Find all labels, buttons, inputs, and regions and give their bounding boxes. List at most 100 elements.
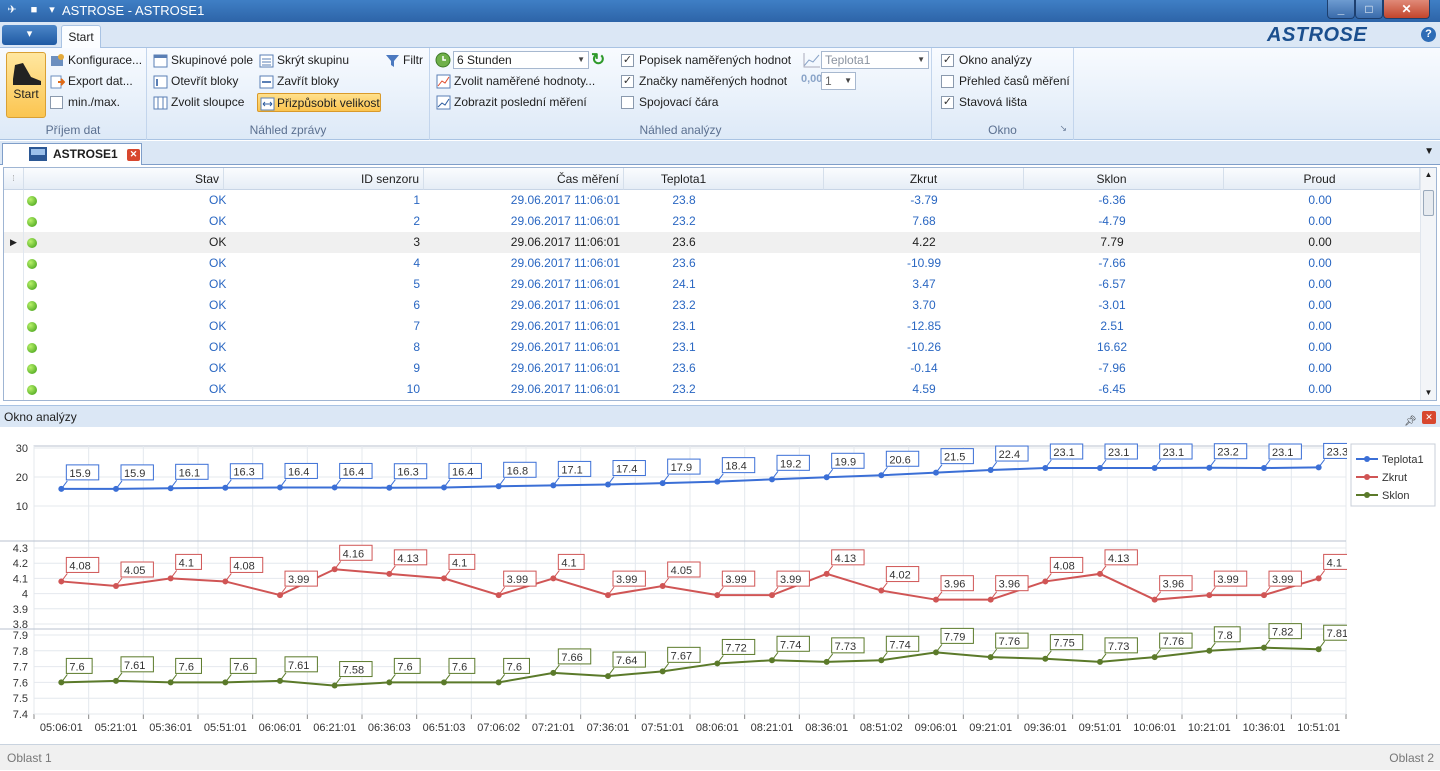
row-indicator[interactable] (4, 379, 24, 400)
table-row[interactable]: OK 6 29.06.2017 11:06:01 23.2 3.70 -3.01 0.00 (4, 295, 1420, 316)
dialog-launcher-icon[interactable]: ↘ (1059, 123, 1067, 133)
application-menu-button[interactable]: ▾ (2, 25, 57, 45)
refresh-icon[interactable]: ↻ (591, 50, 606, 69)
value-labels-checkbox[interactable]: ✓ Popisek naměřených hodnot (621, 51, 791, 70)
quick-access-menu-icon[interactable]: ▾ (49, 4, 55, 16)
minmax-checkbox[interactable]: min./max. (50, 93, 120, 112)
table-row[interactable]: OK 1 29.06.2017 11:06:01 23.8 -3.79 -6.36 0.00 (4, 190, 1420, 211)
table-row[interactable]: OK 7 29.06.2017 11:06:01 23.1 -12.85 2.51 0.00 (4, 316, 1420, 337)
value-labels-checkbox-box[interactable]: ✓ (621, 54, 634, 67)
save-icon[interactable]: ■ (30, 4, 38, 16)
tab-start[interactable]: Start (61, 25, 101, 49)
cell-zkrut: -12.85 (906, 319, 942, 333)
column-header-zkrut[interactable]: Zkrut (824, 168, 1024, 190)
cell-proud: 0.00 (1308, 298, 1332, 312)
column-header-stav[interactable]: Stav (24, 168, 224, 190)
connecting-line-checkbox[interactable]: Spojovací čára (621, 93, 718, 112)
label-leader (662, 474, 670, 484)
export-data-button[interactable]: Export dat... (50, 72, 133, 91)
maximize-button[interactable]: □ (1355, 0, 1383, 19)
close-analysis-icon[interactable]: ✕ (1422, 411, 1436, 424)
table-row[interactable]: OK 2 29.06.2017 11:06:01 23.2 7.68 -4.79 0.00 (4, 211, 1420, 232)
cell-stav: OK (209, 298, 227, 312)
start-button[interactable]: Start (6, 52, 46, 118)
timespan-select[interactable]: 6 Stunden ▼ (453, 51, 589, 69)
column-header-teplota1[interactable]: Teplota1 (624, 168, 824, 190)
table-row[interactable]: OK 9 29.06.2017 11:06:01 23.6 -0.14 -7.96 0.00 (4, 358, 1420, 379)
data-label: 23.3 (1327, 446, 1348, 458)
fit-size-button[interactable]: Přizpůsobit velikost (257, 93, 381, 112)
filter-label: Filtr (403, 53, 423, 67)
filter-button[interactable]: Filtr (385, 51, 423, 70)
choose-values-button[interactable]: Zvolit naměřené hodnoty... (436, 72, 595, 91)
status-led-icon (27, 322, 37, 332)
hide-group-label: Skrýt skupinu (277, 53, 350, 67)
column-header-proud[interactable]: Proud (1224, 168, 1420, 190)
open-blocks-button[interactable]: Otevřít bloky (153, 72, 238, 91)
data-label: 7.6 (452, 661, 467, 673)
cell-sensor-id: 2 (413, 214, 420, 228)
table-row[interactable]: ▶ OK 3 29.06.2017 11:06:01 23.6 4.22 7.79 0.00 (4, 232, 1420, 253)
measurement-times-checkbox-box[interactable] (941, 75, 954, 88)
row-indicator[interactable] (4, 358, 24, 379)
scroll-up-icon[interactable]: ▲ (1424, 170, 1433, 179)
measurement-times-checkbox[interactable]: Přehled časů měření (941, 72, 1070, 91)
minimize-button[interactable]: _ (1327, 0, 1355, 19)
close-button[interactable]: ✕ (1383, 0, 1430, 19)
analysis-window-checkbox[interactable]: ✓ Okno analýzy (941, 51, 1032, 70)
connecting-line-checkbox-box[interactable] (621, 96, 634, 109)
configuration-button[interactable]: Konfigurace... (50, 51, 142, 70)
data-label: 7.73 (835, 641, 856, 653)
grid-corner[interactable]: ⁞ (4, 168, 24, 190)
data-label-box (667, 561, 701, 578)
x-tick-label: 07:36:01 (587, 722, 630, 734)
table-row[interactable]: OK 5 29.06.2017 11:06:01 24.1 3.47 -6.57 0.00 (4, 274, 1420, 295)
data-label-box (885, 566, 920, 583)
hide-group-button[interactable]: Skrýt skupinu (259, 51, 349, 70)
value-markers-checkbox[interactable]: ✓ Značky naměřených hodnot (621, 72, 787, 91)
cell-proud: 0.00 (1308, 277, 1332, 291)
show-last-measurement-button[interactable]: Zobrazit poslední měření (436, 93, 587, 112)
y-tick-label: 7.7 (13, 662, 28, 674)
status-bar-checkbox[interactable]: ✓ Stavová lišta (941, 93, 1027, 112)
table-row[interactable]: OK 4 29.06.2017 11:06:01 23.6 -10.99 -7.66 0.0… (4, 253, 1420, 274)
row-indicator[interactable] (4, 190, 24, 211)
decimals-select[interactable]: 1 ▼ (821, 72, 856, 90)
close-tab-icon[interactable]: ✕ (127, 149, 140, 161)
pin-icon[interactable]: 📌︎ (1404, 416, 1417, 427)
choose-columns-button[interactable]: Zvolit sloupce (153, 93, 244, 112)
close-blocks-button[interactable]: Zavřít bloky (259, 72, 339, 91)
help-icon[interactable]: ? (1421, 27, 1436, 42)
label-leader (716, 473, 724, 482)
column-header-sensor-id[interactable]: ID senzoru (224, 168, 424, 190)
group-field-button[interactable]: Skupinové pole (153, 51, 253, 70)
cell-sensor-id: 5 (413, 277, 420, 291)
row-indicator[interactable]: ▶ (4, 232, 24, 253)
document-tab[interactable]: ASTROSE1 ✕ (2, 143, 142, 165)
row-indicator[interactable] (4, 337, 24, 358)
value-markers-checkbox-box[interactable]: ✓ (621, 75, 634, 88)
row-indicator[interactable] (4, 274, 24, 295)
table-row[interactable]: OK 8 29.06.2017 11:06:01 23.1 -10.26 16.62 0.0… (4, 337, 1420, 358)
status-led-icon (27, 196, 37, 206)
data-label-box (120, 561, 154, 578)
label-leader (935, 644, 943, 653)
label-leader (880, 582, 888, 591)
row-indicator[interactable] (4, 295, 24, 316)
vertical-scrollbar[interactable]: ▲ ▼ (1420, 168, 1436, 400)
row-indicator[interactable] (4, 211, 24, 232)
table-row[interactable]: OK 10 29.06.2017 11:06:01 23.2 4.59 -6.45 0.00 (4, 379, 1420, 400)
status-bar-checkbox-box[interactable]: ✓ (941, 96, 954, 109)
column-header-sklon[interactable]: Sklon (1024, 168, 1224, 190)
series-select[interactable]: Teplota1 ▼ (821, 51, 929, 69)
tab-list-chevron-icon[interactable]: ▼ (1424, 146, 1434, 157)
data-label-box (940, 627, 974, 644)
scroll-thumb[interactable] (1423, 190, 1434, 216)
column-header-time[interactable]: Čas měření (424, 168, 624, 190)
legend-marker (1364, 474, 1370, 480)
row-indicator[interactable] (4, 253, 24, 274)
row-indicator[interactable] (4, 316, 24, 337)
minmax-checkbox-box[interactable] (50, 96, 63, 109)
analysis-window-checkbox-box[interactable]: ✓ (941, 54, 954, 67)
scroll-down-icon[interactable]: ▼ (1424, 388, 1433, 397)
